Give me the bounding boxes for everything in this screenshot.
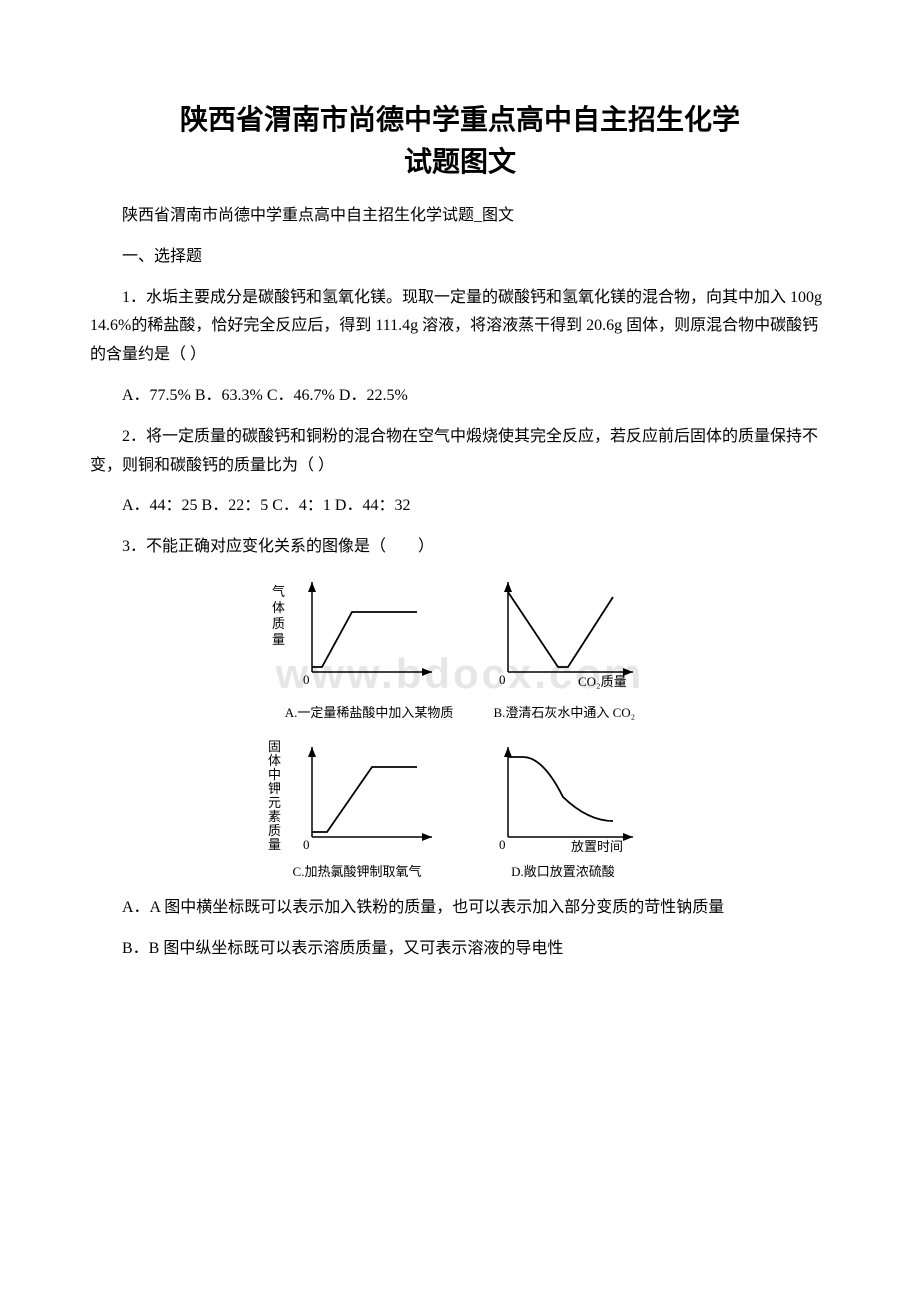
chart-A-ylabel2: 体 <box>272 600 285 615</box>
q3-figure: 气 体 质 量 0 <box>90 574 830 880</box>
title-line-1: 陕西省渭南市尚德中学重点高中自主招生化学 <box>180 105 740 136</box>
chart-B: 0 CO₂质量 <box>468 574 658 694</box>
chart-C-caption: C.加热氯酸钾制取氧气 <box>293 861 422 880</box>
question-3-option-B: B．B 图中纵坐标既可以表示溶质质量，又可表示溶液的导电性 <box>90 935 830 964</box>
chart-C-xaxis-arrow <box>422 833 432 841</box>
chart-C-curve <box>312 767 417 832</box>
question-2-options: A．44：25 B．22：5 C．4：1 D．44：32 <box>90 492 830 521</box>
chart-C-yl3: 中 <box>268 767 281 782</box>
chart-C-yl2: 体 <box>268 753 281 768</box>
chart-D-xlabel: 放置时间 <box>571 839 623 854</box>
chart-C: 固 体 中 钾 元 素 质 量 0 C.加热氯酸钾制取氧气 <box>262 729 452 880</box>
chart-C-yl4: 钾 <box>268 781 281 796</box>
chart-C-svg: 固 体 中 钾 元 素 质 量 0 <box>262 729 452 859</box>
subtitle-text: 陕西省渭南市尚德中学重点高中自主招生化学试题_图文 <box>90 202 830 231</box>
chart-A-curve <box>312 612 417 667</box>
chart-A-svg: 气 体 质 量 0 <box>262 574 452 694</box>
chart-C-yl7: 质 <box>268 823 281 838</box>
question-2: 2．将一定质量的碳酸钙和铜粉的混合物在空气中煅烧使其完全反应，若反应前后固体的质… <box>90 423 830 481</box>
question-3: 3．不能正确对应变化关系的图像是（ ） <box>90 533 830 562</box>
chart-D-caption: D.敞口放置浓硫酸 <box>511 861 615 880</box>
question-1: 1．水垢主要成分是碳酸钙和氢氧化镁。现取一定量的碳酸钙和氢氧化镁的混合物，向其中… <box>90 284 830 370</box>
chart-A-xaxis-arrow <box>422 668 432 676</box>
charts-caption-row-1: A.一定量稀盐酸中加入某物质 B.澄清石灰水中通入 CO₂ <box>90 700 830 721</box>
chart-D: 0 放置时间 D.敞口放置浓硫酸 <box>468 729 658 880</box>
question-3-option-A: A．A 图中横坐标既可以表示加入铁粉的质量，也可以表示加入部分变质的苛性钠质量 <box>90 894 830 923</box>
chart-C-yl1: 固 <box>268 739 281 754</box>
chart-C-yl6: 素 <box>268 809 281 824</box>
chart-A-origin: 0 <box>303 672 310 687</box>
charts-row-2: 固 体 中 钾 元 素 质 量 0 C.加热氯酸钾制取氧气 <box>90 729 830 880</box>
chart-C-yl8: 量 <box>268 837 281 852</box>
chart-B-curve <box>508 592 613 667</box>
chart-B-origin: 0 <box>499 672 506 687</box>
chart-D-origin: 0 <box>499 837 506 852</box>
title-line-2: 试题图文 <box>404 147 516 178</box>
chart-A-caption: A.一定量稀盐酸中加入某物质 <box>285 702 454 721</box>
chart-D-xaxis-arrow <box>623 833 633 841</box>
chart-B-caption: B.澄清石灰水中通入 CO₂ <box>493 702 635 721</box>
chart-A-ylabel4: 量 <box>272 632 285 647</box>
page-title: 陕西省渭南市尚德中学重点高中自主招生化学 试题图文 <box>90 100 830 184</box>
chart-C-origin: 0 <box>303 837 310 852</box>
chart-A-yaxis-arrow <box>308 582 316 592</box>
chart-D-curve <box>508 757 613 821</box>
chart-B-svg: 0 CO₂质量 <box>468 574 658 694</box>
section-heading: 一、选择题 <box>90 243 830 272</box>
chart-C-yl5: 元 <box>268 795 281 810</box>
chart-A: 气 体 质 量 0 <box>262 574 452 694</box>
charts-row-1: 气 体 质 量 0 <box>90 574 830 694</box>
chart-D-svg: 0 放置时间 <box>468 729 658 859</box>
chart-A-ylabel3: 质 <box>272 616 285 631</box>
question-1-options: A．77.5% B．63.3% C．46.7% D．22.5% <box>90 382 830 411</box>
chart-D-yaxis-arrow <box>504 747 512 757</box>
chart-B-yaxis-arrow <box>504 582 512 592</box>
chart-C-yaxis-arrow <box>308 747 316 757</box>
chart-B-xlabel: CO₂质量 <box>578 674 627 689</box>
chart-A-ylabel: 气 <box>272 584 285 599</box>
